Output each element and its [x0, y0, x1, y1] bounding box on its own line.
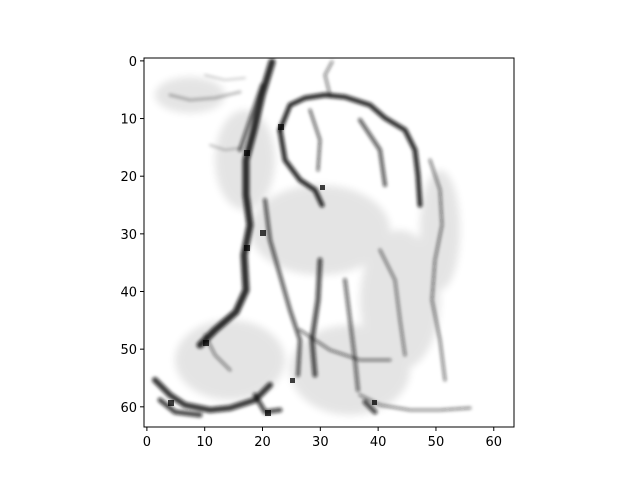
y-tick-label: 10: [120, 113, 137, 128]
y-tick-label: 60: [120, 401, 137, 416]
x-tick-label: 0: [143, 435, 151, 450]
dark-speckles: [168, 124, 377, 416]
y-axis: 0 10 20 30 40 50 60: [120, 55, 144, 416]
plot-frame: [143, 57, 515, 428]
x-tick-label: 60: [485, 435, 502, 450]
y-tick-label: 0: [129, 55, 137, 70]
x-tick-label: 10: [196, 435, 213, 450]
y-tick-label: 30: [120, 228, 137, 243]
x-axis: 0 10 20 30 40 50 60: [143, 427, 502, 450]
x-tick-label: 30: [312, 435, 329, 450]
x-tick-label: 40: [370, 435, 387, 450]
x-tick-label: 20: [254, 435, 271, 450]
ink-strokes: [152, 58, 472, 418]
image-plot: [144, 58, 514, 427]
y-tick-label: 50: [120, 343, 137, 358]
x-tick-label: 50: [428, 435, 445, 450]
y-tick-label: 20: [120, 170, 137, 185]
y-tick-label: 40: [120, 286, 137, 301]
